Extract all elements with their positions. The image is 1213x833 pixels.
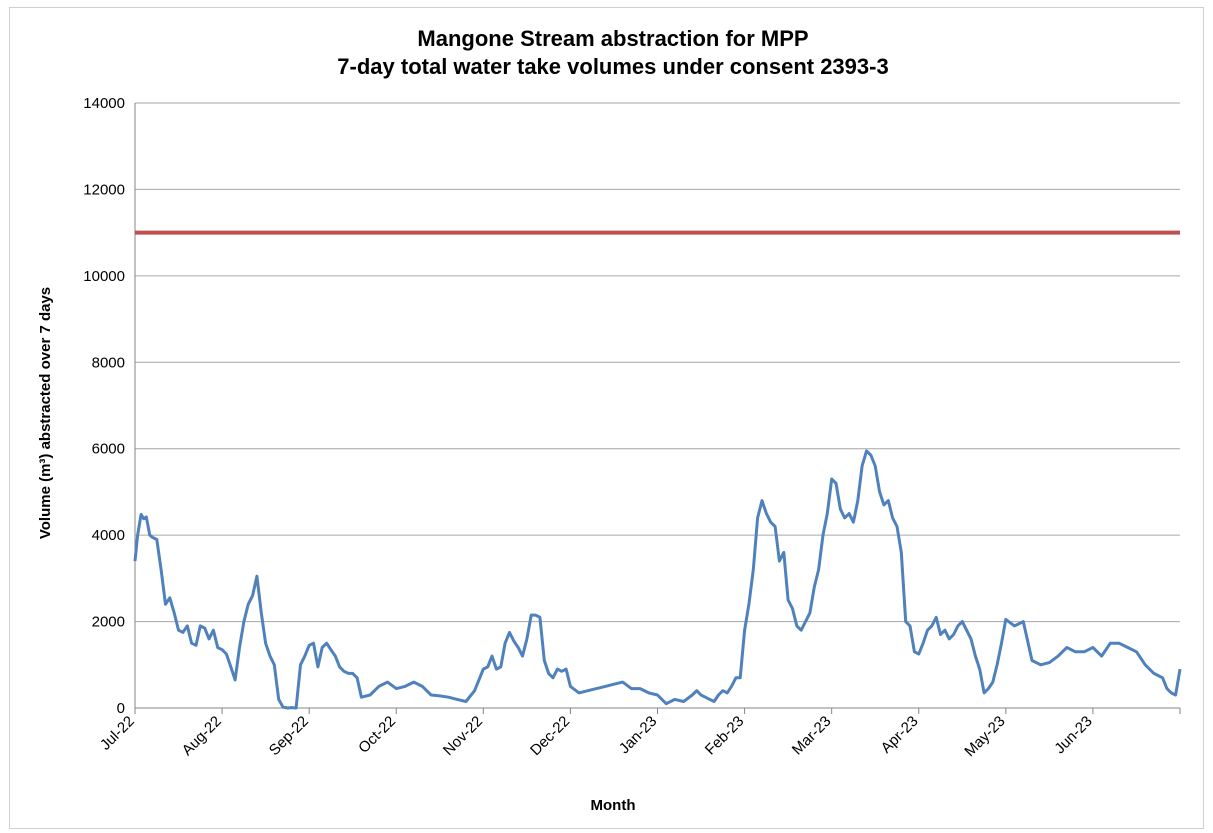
x-tick-label: Aug-22 [179, 713, 225, 759]
series-line-volume [133, 449, 1182, 710]
x-tick-label: Jun-23 [1051, 713, 1095, 757]
chart-frame: Mangone Stream abstraction for MPP 7-day… [9, 7, 1204, 829]
chart-title: Mangone Stream abstraction for MPP [417, 26, 808, 51]
x-tick-label: Jan-23 [616, 713, 660, 757]
y-tick-label: 12000 [83, 181, 125, 198]
x-axis-label: Month [591, 797, 636, 814]
x-axis-ticks: Jul-22 Aug-22 Sep-22 Oct-22 Nov-22 Dec-22 Jan-… [97, 708, 1181, 760]
y-tick-label: 2000 [92, 614, 125, 631]
x-tick-label: May-23 [961, 713, 1008, 760]
y-tick-label: 14000 [83, 95, 125, 112]
y-axis-ticks: 0 2000 4000 6000 8000 10000 12000 14000 [83, 95, 125, 717]
x-tick-label: Sep-22 [266, 713, 312, 759]
x-tick-label: Nov-22 [440, 713, 486, 759]
y-tick-label: 8000 [92, 354, 125, 371]
line-chart: Mangone Stream abstraction for MPP 7-day… [37, 26, 1182, 814]
y-tick-label: 10000 [83, 268, 125, 285]
y-tick-label: 4000 [92, 527, 125, 544]
x-tick-label: Dec-22 [527, 713, 573, 759]
axes [134, 103, 1180, 709]
gridlines [135, 102, 1180, 623]
y-axis-label: Volume (m³) abstracted over 7 days [37, 287, 54, 539]
x-tick-label: Mar-23 [789, 713, 835, 759]
series-group [133, 230, 1182, 710]
x-tick-label: Oct-22 [355, 713, 399, 757]
x-tick-label: Feb-23 [702, 713, 748, 759]
y-tick-label: 0 [117, 700, 125, 717]
x-tick-label: Jul-22 [97, 713, 138, 754]
y-tick-label: 6000 [92, 441, 125, 458]
x-tick-label: Apr-23 [878, 713, 922, 757]
chart-subtitle: 7-day total water take volumes under con… [337, 54, 888, 79]
